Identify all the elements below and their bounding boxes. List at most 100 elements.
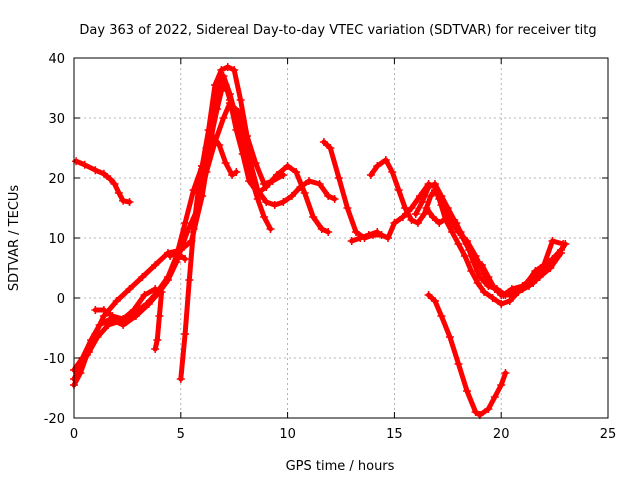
data-point — [430, 297, 439, 305]
data-point — [125, 198, 134, 206]
series-line — [71, 100, 338, 373]
data-point — [499, 291, 508, 299]
data-point — [454, 360, 463, 368]
data-point — [356, 234, 365, 242]
x-tick-label: 15 — [386, 427, 403, 442]
data-point — [330, 195, 339, 203]
data-point — [473, 279, 482, 287]
series-line — [71, 82, 331, 382]
data-point — [292, 168, 301, 176]
data-point — [490, 285, 499, 293]
data-point — [518, 282, 527, 290]
data-point — [251, 159, 260, 167]
data-point — [413, 219, 422, 227]
data-point — [407, 216, 416, 224]
x-tick-label: 0 — [70, 427, 78, 442]
plot-frame — [73, 57, 609, 419]
series-trace-6 — [166, 249, 190, 263]
data-point — [477, 261, 486, 269]
data-point — [217, 66, 226, 74]
data-point — [91, 306, 100, 314]
data-point — [548, 237, 557, 245]
data-point — [398, 213, 407, 221]
data-point — [181, 330, 190, 338]
data-point — [424, 291, 433, 299]
data-point — [550, 255, 559, 263]
data-point — [131, 312, 140, 320]
data-point — [153, 336, 162, 344]
data-point — [270, 201, 279, 209]
series-line — [413, 181, 568, 298]
data-point — [426, 192, 435, 200]
data-point — [507, 285, 516, 293]
data-point — [505, 297, 514, 305]
data-point — [260, 180, 269, 188]
data-point — [343, 204, 352, 212]
data-point — [304, 177, 313, 185]
data-point — [315, 180, 324, 188]
data-point — [166, 252, 175, 260]
data-point — [260, 213, 269, 221]
data-point — [381, 156, 390, 164]
series-line — [426, 292, 508, 418]
data-point — [112, 297, 121, 305]
data-point — [204, 126, 213, 134]
data-point — [245, 177, 254, 185]
data-point — [185, 276, 194, 284]
data-point — [108, 312, 117, 320]
data-point — [388, 168, 397, 176]
data-point — [411, 210, 420, 218]
y-axis-label: SDTVAR / TECUs — [7, 185, 22, 292]
data-point — [471, 258, 480, 266]
data-point — [467, 267, 476, 275]
data-point — [172, 258, 181, 266]
data-point — [189, 225, 198, 233]
data-point — [490, 393, 499, 401]
data-point — [437, 192, 446, 200]
data-point — [300, 189, 309, 197]
data-point — [424, 183, 433, 191]
data-point — [268, 177, 277, 185]
data-point — [497, 381, 506, 389]
data-point — [366, 171, 375, 179]
data-point — [501, 369, 510, 377]
data-point — [317, 225, 326, 233]
data-point — [283, 162, 292, 170]
data-point — [326, 144, 335, 152]
data-point — [454, 240, 463, 248]
x-tick-label: 20 — [493, 427, 510, 442]
data-point — [238, 150, 247, 158]
data-point — [172, 249, 181, 257]
data-point — [221, 81, 230, 89]
data-point — [155, 312, 164, 320]
data-point — [296, 183, 305, 191]
y-tick-label: 30 — [48, 112, 65, 127]
data-point — [373, 162, 382, 170]
data-point — [458, 234, 467, 242]
data-point — [129, 306, 138, 314]
data-point — [539, 261, 548, 269]
data-point — [484, 405, 493, 413]
data-point — [465, 246, 474, 254]
data-point — [151, 345, 160, 353]
data-point — [253, 186, 262, 194]
data-point — [471, 408, 480, 416]
data-point — [176, 252, 185, 260]
data-point — [443, 204, 452, 212]
data-point — [99, 169, 108, 178]
y-tick-label: 10 — [48, 232, 65, 247]
data-point — [279, 171, 288, 179]
data-point — [460, 252, 469, 260]
ticks-group: 0 5 10 15 20 25 -20 -10 0 10 20 30 40 — [44, 52, 617, 442]
data-point — [140, 291, 149, 299]
series-trace-3 — [70, 81, 333, 383]
series-line — [349, 229, 380, 244]
data-point — [347, 237, 356, 245]
data-point — [228, 171, 237, 179]
y-tick-label: -10 — [44, 352, 65, 367]
y-tick-label: -20 — [44, 412, 65, 427]
y-tick-label: 20 — [48, 172, 65, 187]
series-trace-8 — [198, 63, 288, 188]
data-point — [377, 231, 386, 239]
